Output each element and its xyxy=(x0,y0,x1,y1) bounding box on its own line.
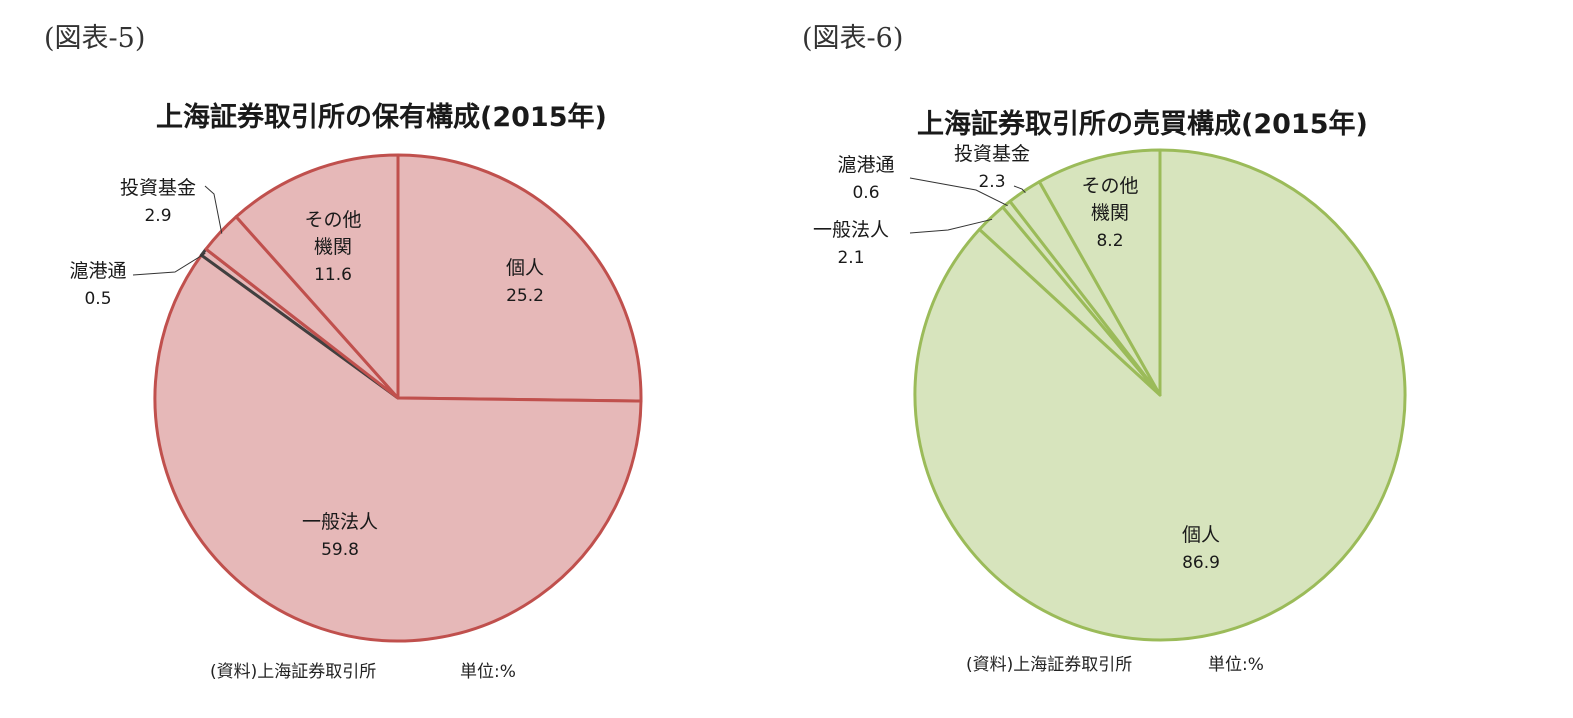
chart-panel-holdings: (図表-5) 上海証券取引所の保有構成(2015年) 個人 25.2 一般法人 59.… xyxy=(0,0,786,718)
chart-title: 上海証券取引所の売買構成(2015年) xyxy=(917,109,1368,140)
slice-label-other-institutions: 機関 xyxy=(1091,202,1129,224)
slice-value-other-institutions: 11.6 xyxy=(314,265,352,285)
pie-slice-individual xyxy=(396,153,643,403)
slice-label-investment-fund: 投資基金 xyxy=(954,143,1030,165)
pie-slice-other-institutions xyxy=(234,153,400,400)
source-note: (資料)上海証券取引所 xyxy=(966,655,1133,675)
slice-label-stock-connect: 滬港通 xyxy=(69,260,126,282)
leader-line-stock-connect xyxy=(132,252,206,276)
leader-line-corporate xyxy=(909,218,993,234)
chart-title: 上海証券取引所の保有構成(2015年) xyxy=(156,102,607,133)
slice-value-stock-connect: 0.6 xyxy=(852,183,879,203)
slice-label-stock-connect: 滬港通 xyxy=(837,154,894,176)
slice-label-other-institutions: 機関 xyxy=(314,236,352,258)
leader-line-investment-fund xyxy=(204,185,223,234)
slice-value-corporate: 59.8 xyxy=(321,540,359,560)
slice-label-individual: 個人 xyxy=(1182,524,1220,546)
slice-value-investment-fund: 2.9 xyxy=(144,206,171,226)
slice-label-individual: 個人 xyxy=(506,257,544,279)
slice-label-other-institutions: その他 xyxy=(1081,175,1138,197)
pie-slice-corporate xyxy=(153,253,643,643)
slice-label-corporate: 一般法人 xyxy=(302,511,378,533)
slice-value-corporate: 2.1 xyxy=(837,248,864,268)
chart-panel-trading: (図表-6) 上海証券取引所の売買構成(2015年) 個人 86.9 一般法人 2.1… xyxy=(786,0,1573,718)
slice-label-corporate: 一般法人 xyxy=(813,219,889,241)
leader-line-investment-fund xyxy=(1013,185,1026,194)
figure-label: (図表-5) xyxy=(44,23,146,54)
figure-label: (図表-6) xyxy=(802,23,904,54)
unit-note: 単位:% xyxy=(460,662,516,682)
slice-label-investment-fund: 投資基金 xyxy=(120,177,196,199)
source-note: (資料)上海証券取引所 xyxy=(210,662,377,682)
slice-value-individual: 86.9 xyxy=(1182,553,1220,573)
pie-slice-other-institutions xyxy=(1037,148,1162,397)
unit-note: 単位:% xyxy=(1208,655,1264,675)
slice-value-individual: 25.2 xyxy=(506,286,544,306)
leader-line-stock-connect xyxy=(909,177,1008,207)
slice-label-other-institutions: その他 xyxy=(304,209,361,231)
slice-value-other-institutions: 8.2 xyxy=(1096,231,1123,251)
slice-value-stock-connect: 0.5 xyxy=(84,289,111,309)
slice-value-investment-fund: 2.3 xyxy=(978,172,1005,192)
